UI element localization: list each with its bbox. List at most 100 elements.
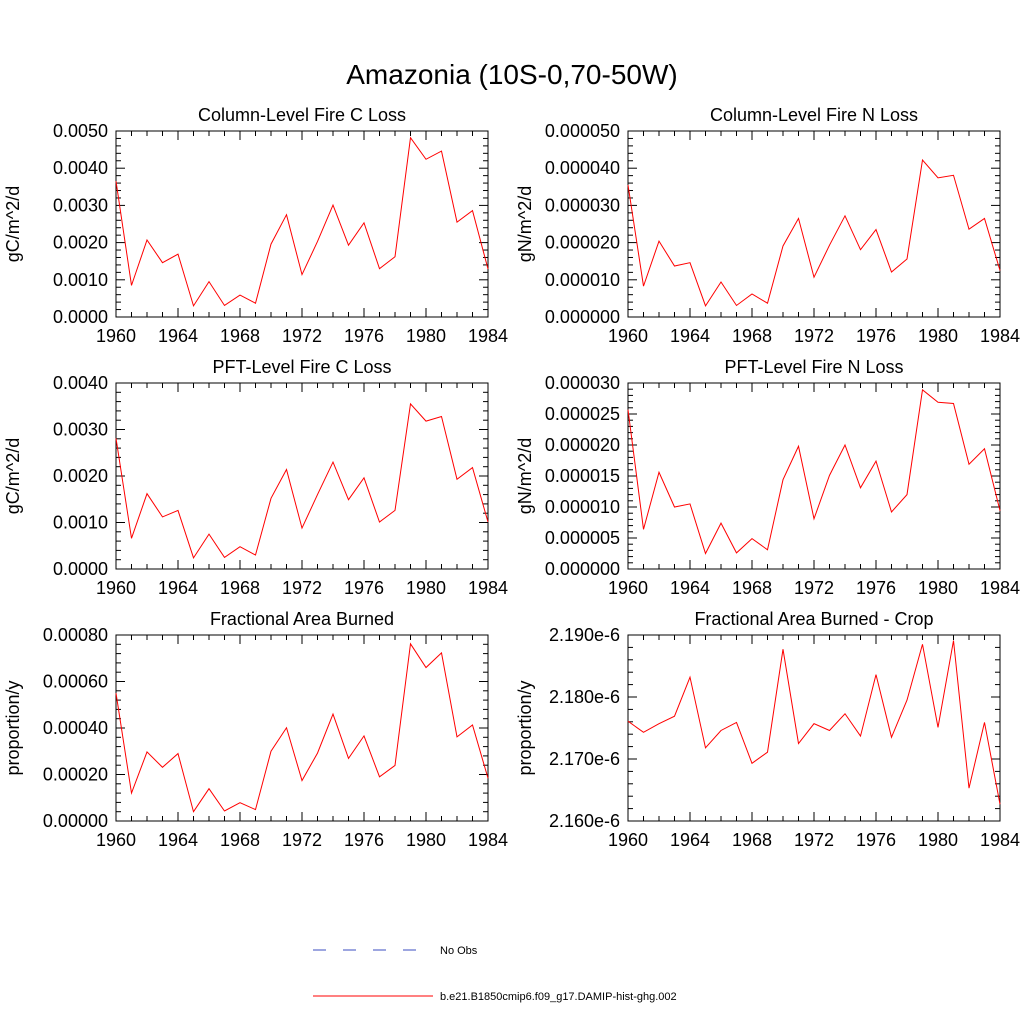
legend-label-no-obs: No Obs [440, 945, 478, 957]
y-tick-label: 0.000015 [545, 466, 620, 486]
panels: Column-Level Fire C Loss gC/m^2/d 1960 1964… [3, 105, 1020, 850]
x-tick-label: 1972 [794, 830, 834, 850]
y-tick-label: 0.000030 [545, 373, 620, 393]
y-tick-label: 0.000000 [545, 559, 620, 579]
x-tick-label: 1964 [670, 830, 710, 850]
plot-frame [627, 130, 1001, 318]
y-tick-label: 0.000025 [545, 404, 620, 424]
y-tick-label: 0.00080 [43, 625, 108, 645]
y-tick-label: 0.0040 [53, 158, 108, 178]
x-tick-label: 1960 [608, 326, 648, 346]
x-tick-label: 1984 [468, 578, 508, 598]
x-tick-label: 1984 [980, 326, 1020, 346]
y-axis-label: gC/m^2/d [3, 438, 23, 514]
x-tick-label: 1968 [220, 830, 260, 850]
x-tick-label: 1976 [856, 830, 896, 850]
x-tick-label: 1976 [344, 578, 384, 598]
x-tick-label: 1972 [282, 578, 322, 598]
y-tick-label: 0.000030 [545, 195, 620, 215]
x-tick-label: 1972 [794, 326, 834, 346]
y-tick-label: 0.000050 [545, 121, 620, 141]
x-tick-label: 1984 [980, 578, 1020, 598]
x-tick-label: 1980 [406, 830, 446, 850]
y-tick-label: 0.00060 [43, 672, 108, 692]
x-tick-label: 1960 [608, 830, 648, 850]
x-tick-label: 1968 [732, 830, 772, 850]
y-tick-label: 0.0030 [53, 195, 108, 215]
x-tick-label: 1972 [282, 830, 322, 850]
panel-4: PFT-Level Fire N Loss gN/m^2/d 1960 1964 196… [515, 357, 1020, 598]
x-tick-label: 1960 [608, 578, 648, 598]
plot-frame [115, 382, 489, 570]
y-tick-label: 0.0000 [53, 307, 108, 327]
y-tick-label: 0.0010 [53, 513, 108, 533]
x-tick-label: 1968 [732, 326, 772, 346]
figure-title: Amazonia (10S-0,70-50W) [346, 59, 677, 90]
panel-6: Fractional Area Burned - Crop proportion/… [515, 609, 1020, 850]
panel-title: Fractional Area Burned - Crop [694, 609, 933, 629]
x-tick-label: 1964 [158, 326, 198, 346]
y-tick-label: 2.170e-6 [549, 749, 620, 769]
panel-title: PFT-Level Fire C Loss [212, 357, 391, 377]
x-tick-label: 1964 [670, 326, 710, 346]
x-tick-label: 1972 [794, 578, 834, 598]
x-tick-label: 1968 [220, 326, 260, 346]
y-tick-label: 0.000020 [545, 233, 620, 253]
y-tick-label: 0.000040 [545, 158, 620, 178]
y-tick-label: 0.0020 [53, 233, 108, 253]
y-tick-label: 0.00040 [43, 718, 108, 738]
plot-frame [627, 382, 1001, 570]
y-tick-label: 0.0040 [53, 373, 108, 393]
y-axis-label: gC/m^2/d [3, 186, 23, 262]
series-line [627, 388, 1001, 555]
y-tick-label: 0.0020 [53, 466, 108, 486]
panel-title: Fractional Area Burned [210, 609, 394, 629]
x-tick-label: 1976 [344, 326, 384, 346]
series-line [627, 640, 1001, 805]
x-tick-label: 1960 [96, 578, 136, 598]
series-line [115, 136, 489, 308]
y-tick-label: 0.0050 [53, 121, 108, 141]
y-tick-label: 0.00020 [43, 765, 108, 785]
series-line [627, 158, 1001, 307]
y-tick-label: 0.000010 [545, 497, 620, 517]
x-tick-label: 1960 [96, 326, 136, 346]
y-tick-label: 0.000010 [545, 270, 620, 290]
x-tick-label: 1964 [158, 830, 198, 850]
panel-1: Column-Level Fire C Loss gC/m^2/d 1960 1964… [3, 105, 508, 346]
panel-title: Column-Level Fire N Loss [710, 105, 918, 125]
y-tick-label: 2.160e-6 [549, 811, 620, 831]
panel-title: PFT-Level Fire N Loss [724, 357, 903, 377]
y-tick-label: 0.0010 [53, 270, 108, 290]
x-tick-label: 1980 [406, 578, 446, 598]
x-tick-label: 1964 [158, 578, 198, 598]
panel-3: PFT-Level Fire C Loss gC/m^2/d 1960 1964 196… [3, 357, 508, 598]
plot-frame [115, 634, 489, 822]
x-tick-label: 1968 [220, 578, 260, 598]
x-tick-label: 1980 [918, 578, 958, 598]
x-tick-label: 1968 [732, 578, 772, 598]
x-tick-label: 1976 [344, 830, 384, 850]
legend: No Obs b.e21.B1850cmip6.f09_g17.DAMIP-hi… [313, 945, 677, 1003]
plot-frame [115, 130, 489, 318]
series-line [115, 642, 489, 813]
y-axis-label: proportion/y [3, 680, 23, 775]
y-tick-label: 2.180e-6 [549, 687, 620, 707]
y-tick-label: 0.0030 [53, 420, 108, 440]
legend-label-model: b.e21.B1850cmip6.f09_g17.DAMIP-hist-ghg.… [440, 991, 677, 1003]
y-tick-label: 0.000000 [545, 307, 620, 327]
x-tick-label: 1980 [918, 326, 958, 346]
y-tick-label: 0.000020 [545, 435, 620, 455]
x-tick-label: 1976 [856, 326, 896, 346]
x-tick-label: 1960 [96, 830, 136, 850]
y-tick-label: 0.00000 [43, 811, 108, 831]
x-tick-label: 1976 [856, 578, 896, 598]
x-tick-label: 1984 [468, 326, 508, 346]
plot-frame [627, 634, 1001, 822]
y-tick-label: 0.000005 [545, 528, 620, 548]
series-line [115, 402, 489, 559]
y-axis-label: gN/m^2/d [515, 438, 535, 514]
panel-5: Fractional Area Burned proportion/y 1960 19… [3, 609, 508, 850]
y-tick-label: 2.190e-6 [549, 625, 620, 645]
